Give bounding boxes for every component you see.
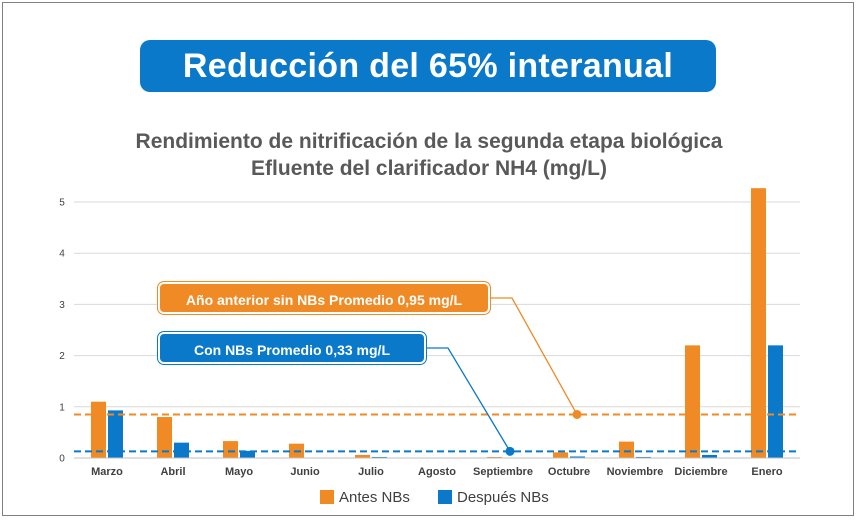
bar-antes <box>487 456 502 458</box>
despues-average-callout: Con NBs Promedio 0,33 mg/L <box>158 332 426 364</box>
bar-despues <box>636 456 651 458</box>
chart-title-block: Rendimiento de nitrificación de la segun… <box>0 128 858 182</box>
bar-antes <box>619 441 634 458</box>
bar-despues <box>240 450 255 458</box>
legend-despues-swatch <box>438 490 452 504</box>
marker-antes <box>572 409 582 419</box>
connector-layer <box>426 297 582 456</box>
x-category-label: Marzo <box>91 466 123 478</box>
bar-despues <box>372 456 387 458</box>
x-category-label: Noviembre <box>607 466 664 478</box>
antes-average-callout: Año anterior sin NBs Promedio 0,95 mg/L <box>158 282 490 314</box>
reduction-banner: Reducción del 65% interanual <box>140 40 716 92</box>
x-category-label: Junio <box>290 466 320 478</box>
y-tick-label: 4 <box>59 249 65 260</box>
bar-antes <box>553 452 568 458</box>
legend-layer: Antes NBs Después NBs <box>320 489 549 506</box>
axis-layer: 0 1 2 3 4 5 Marzo Abril Mayo Junio Julio Agosto Sept… <box>59 198 800 478</box>
y-tick-label: 1 <box>59 402 65 413</box>
bar-despues <box>108 410 123 458</box>
bar-despues <box>702 454 717 458</box>
connector-antes <box>490 297 578 415</box>
bar-antes <box>157 417 172 458</box>
bar-antes <box>751 188 766 458</box>
legend-antes-swatch <box>320 490 334 504</box>
chart-subtitle: Efluente del clarificador NH4 (mg/L) <box>251 157 607 180</box>
bar-antes <box>223 441 238 458</box>
reference-lines-layer <box>74 413 800 453</box>
x-category-label: Agosto <box>418 466 456 478</box>
x-category-label: Enero <box>751 466 782 478</box>
x-category-label: Abril <box>160 466 185 478</box>
x-category-label: Mayo <box>225 466 253 478</box>
x-category-label: Octubre <box>548 466 590 478</box>
y-tick-label: 5 <box>59 198 65 209</box>
bar-despues <box>768 345 783 458</box>
x-category-label: Julio <box>358 466 384 478</box>
connector-despues <box>426 347 511 452</box>
marker-despues <box>505 446 515 456</box>
x-category-label: Diciembre <box>674 466 727 478</box>
bar-layer <box>91 188 783 458</box>
legend-antes-label: Antes NBs <box>339 489 410 506</box>
bar-antes <box>355 454 370 458</box>
bar-antes <box>685 345 700 458</box>
legend-despues-label: Después NBs <box>457 489 549 506</box>
x-category-label: Septiembre <box>473 466 533 478</box>
chart-title: Rendimiento de nitrificación de la segun… <box>135 130 723 153</box>
y-tick-label: 0 <box>59 454 65 465</box>
y-tick-label: 2 <box>59 351 65 362</box>
bar-antes <box>91 401 106 458</box>
bar-despues <box>570 456 585 458</box>
y-tick-label: 3 <box>59 300 65 311</box>
bar-despues <box>174 442 189 458</box>
